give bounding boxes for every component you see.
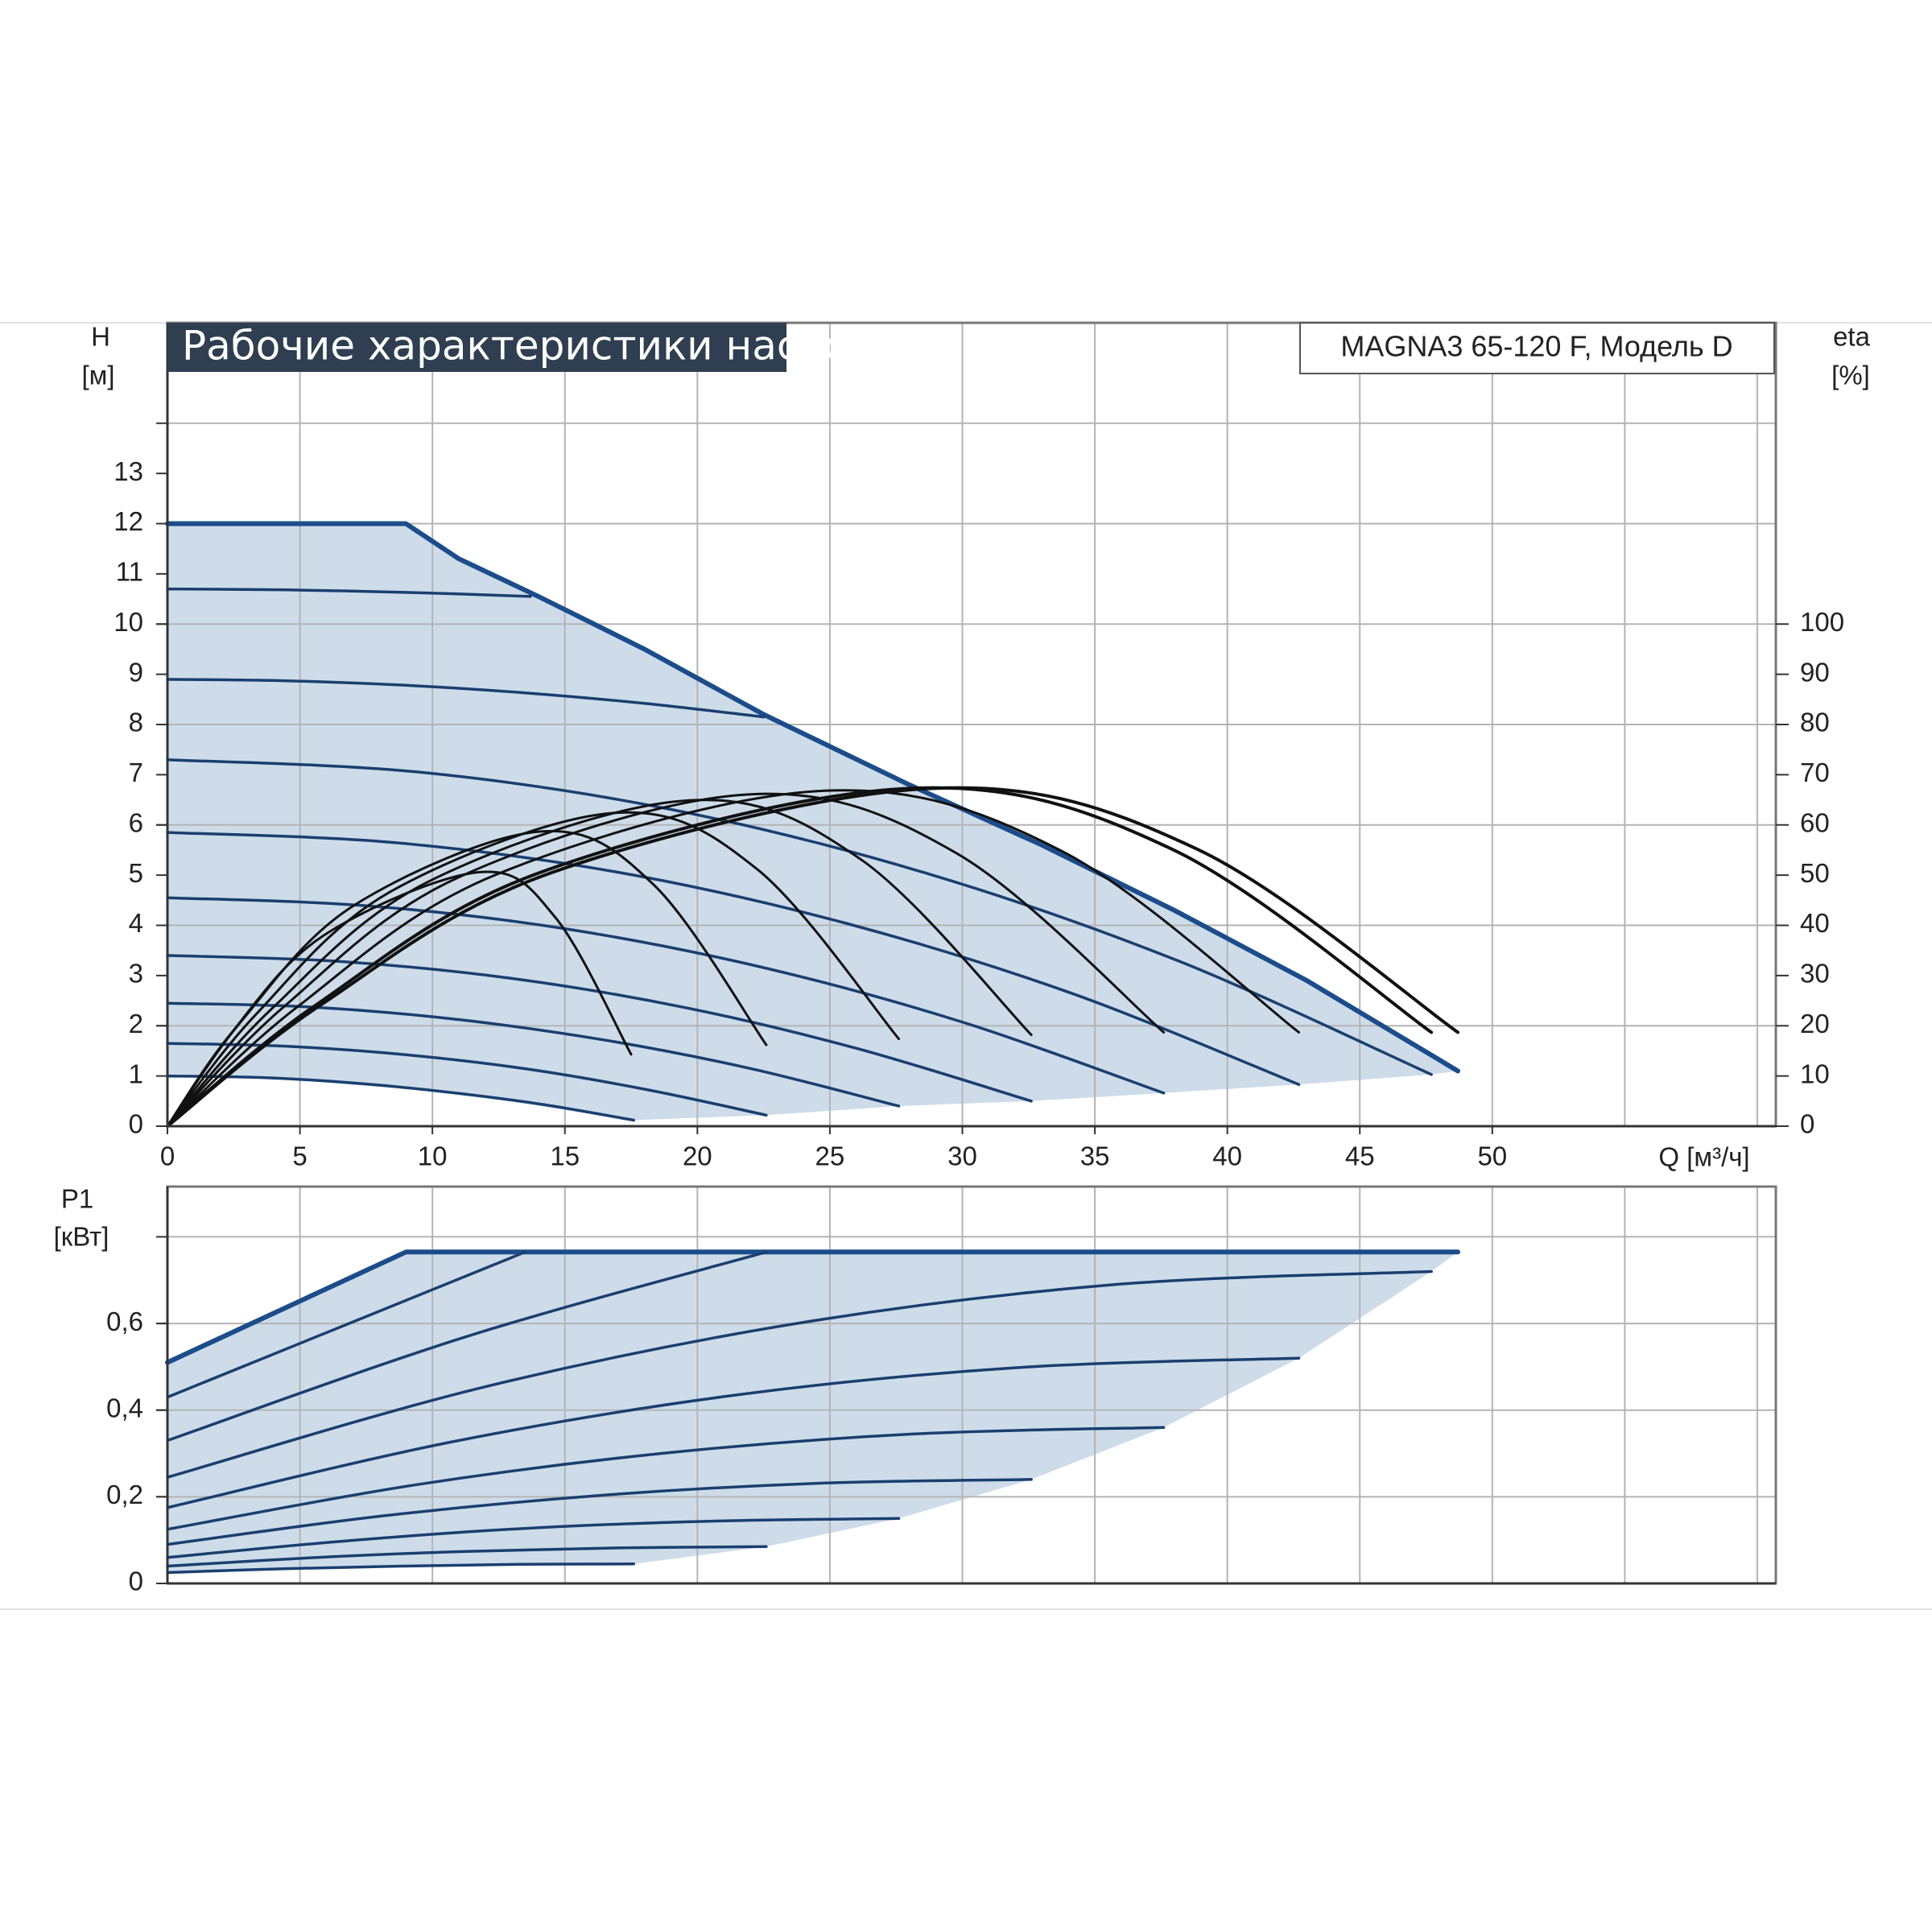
performance-curve — [165, 521, 1460, 1074]
performance-curve — [166, 1001, 901, 1108]
efficiency-curve — [166, 792, 1166, 1128]
x-tick-label: 15 — [550, 1141, 580, 1171]
x-tick-label: 25 — [815, 1141, 845, 1171]
performance-curve — [166, 1074, 636, 1122]
y-tick-label: 3 — [129, 959, 143, 989]
performance-curve — [166, 758, 1433, 1076]
y-tick-label: 13 — [114, 456, 143, 486]
performance-curve — [166, 587, 532, 598]
y-tick-label: 0 — [129, 1109, 143, 1139]
y2-tick-label: 20 — [1800, 1009, 1830, 1038]
y-tick-label: 6 — [129, 807, 143, 837]
performance-curve — [165, 1249, 1460, 1365]
model-label: MAGNA3 65-120 F, Модель D — [1340, 330, 1732, 363]
efficiency-curve — [166, 811, 900, 1128]
y-axis-unit: [м] — [81, 361, 114, 390]
y-tick-label: 8 — [129, 708, 143, 737]
y2-tick-label: 10 — [1800, 1059, 1830, 1088]
x-tick-label: 0 — [160, 1141, 175, 1171]
x-tick-label: 50 — [1477, 1141, 1507, 1171]
performance-curve — [166, 1545, 768, 1568]
x-tick-label: 35 — [1080, 1141, 1110, 1171]
y-tick-label: 2 — [129, 1009, 143, 1038]
x-axis-label: Q [м³/ч] — [1658, 1142, 1749, 1172]
y-tick-label: 9 — [129, 657, 143, 687]
x-tick-label: 30 — [947, 1141, 977, 1171]
y2-axis-unit: [%] — [1831, 361, 1870, 390]
y2-tick-label: 70 — [1800, 758, 1830, 787]
efficiency-curve — [166, 789, 1300, 1128]
performance-curve — [166, 1269, 1433, 1479]
efficiency-curve — [166, 786, 1434, 1128]
operating-area — [167, 1252, 1458, 1573]
efficiency-curve — [166, 829, 768, 1128]
y2-tick-label: 30 — [1800, 959, 1830, 989]
chart-title: Рабочие характеристики насоса — [182, 323, 870, 369]
x-tick-label: 5 — [292, 1141, 307, 1171]
y2-tick-label: 0 — [1800, 1109, 1814, 1139]
performance-curve — [166, 1563, 636, 1575]
performance-curve — [166, 1517, 901, 1559]
y2-tick-label: 40 — [1800, 908, 1830, 938]
y-axis-unit: [кВт] — [54, 1222, 109, 1252]
y-tick-label: 7 — [129, 758, 143, 787]
performance-curve — [166, 831, 1301, 1086]
operating-area — [167, 523, 1458, 1121]
y-tick-label: 0 — [129, 1567, 143, 1596]
title-box — [167, 323, 786, 372]
y-tick-label: 1 — [129, 1059, 143, 1088]
y2-axis-label: eta — [1833, 322, 1871, 352]
efficiency-curve — [166, 786, 1459, 1128]
performance-curve — [166, 896, 1166, 1095]
y-tick-label: 0,4 — [106, 1393, 143, 1422]
y2-tick-label: 100 — [1800, 607, 1844, 637]
y2-tick-label: 60 — [1800, 807, 1830, 837]
y-tick-label: 5 — [129, 858, 143, 888]
performance-curve — [166, 1356, 1301, 1509]
y2-tick-label: 50 — [1800, 858, 1830, 888]
y-tick-label: 12 — [114, 506, 143, 536]
x-tick-label: 20 — [683, 1141, 712, 1171]
y-tick-label: 0,2 — [106, 1480, 143, 1509]
performance-curve — [166, 678, 766, 719]
y-tick-label: 0,6 — [106, 1307, 143, 1336]
x-tick-label: 45 — [1345, 1141, 1375, 1171]
efficiency-curve — [166, 799, 1033, 1128]
y2-tick-label: 90 — [1800, 657, 1830, 687]
performance-curve — [166, 1478, 1033, 1546]
performance-curve — [166, 1426, 1166, 1531]
y-axis-label: H — [91, 322, 110, 352]
y-axis-label: P1 — [61, 1184, 93, 1214]
model-box — [1299, 322, 1775, 374]
y-tick-label: 11 — [116, 557, 143, 587]
y-tick-label: 10 — [114, 607, 143, 637]
y2-tick-label: 80 — [1800, 708, 1830, 737]
y-tick-label: 4 — [129, 908, 143, 938]
x-tick-label: 40 — [1212, 1141, 1242, 1171]
performance-curve — [166, 1042, 768, 1117]
performance-curve — [166, 1250, 527, 1399]
x-tick-label: 10 — [418, 1141, 448, 1171]
performance-curve — [166, 1250, 768, 1443]
